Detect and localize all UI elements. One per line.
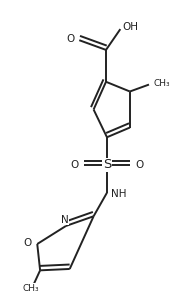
Text: NH: NH xyxy=(111,189,126,199)
Text: CH₃: CH₃ xyxy=(22,284,39,293)
Text: O: O xyxy=(135,160,143,170)
Text: S: S xyxy=(103,159,111,171)
Text: N: N xyxy=(61,215,69,225)
Text: CH₃: CH₃ xyxy=(154,79,170,88)
Text: O: O xyxy=(70,160,79,170)
Text: OH: OH xyxy=(122,22,138,32)
Text: O: O xyxy=(23,238,32,248)
Text: O: O xyxy=(66,34,74,44)
